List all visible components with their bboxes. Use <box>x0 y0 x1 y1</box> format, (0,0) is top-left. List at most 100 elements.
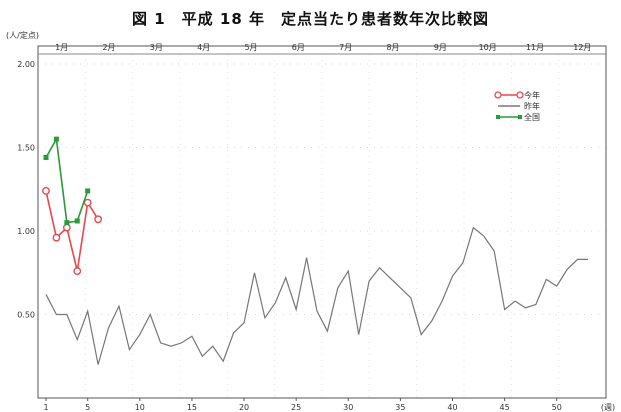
data-point <box>493 250 495 252</box>
data-point <box>420 334 422 336</box>
data-point <box>202 355 204 357</box>
month-label: 12月 <box>573 43 591 52</box>
x-tick-label: 1 <box>43 403 48 412</box>
data-point <box>379 267 381 269</box>
data-point <box>222 360 224 362</box>
series-line-2 <box>45 136 89 224</box>
x-tick-label: 45 <box>500 403 510 412</box>
month-label: 5月 <box>244 43 257 52</box>
legend-label: 昨年 <box>524 101 540 111</box>
data-point <box>546 279 548 281</box>
data-point <box>76 339 78 341</box>
y-tick-label: 1.00 <box>17 227 35 236</box>
x-tick-label: 5 <box>85 403 90 412</box>
x-unit-label: (週) <box>601 403 615 412</box>
data-point <box>97 364 99 366</box>
data-point <box>170 345 172 347</box>
data-point <box>452 275 454 277</box>
data-point <box>525 307 527 309</box>
y-axis-label: (人/定点) <box>6 30 39 40</box>
data-point <box>42 187 50 195</box>
data-point <box>389 277 391 279</box>
legend-label: 全国 <box>524 112 540 122</box>
legend-label: 今年 <box>524 90 540 100</box>
data-point <box>358 334 360 336</box>
series-line-1 <box>45 226 588 365</box>
legend-marker <box>516 91 524 99</box>
data-point <box>62 223 71 232</box>
x-tick-label: 40 <box>447 403 457 412</box>
data-point <box>64 220 70 226</box>
data-point <box>316 310 318 312</box>
plot-frame <box>37 45 607 399</box>
x-tick-label: 10 <box>135 403 145 412</box>
data-point <box>514 300 516 302</box>
x-tick-label: 30 <box>343 403 353 412</box>
data-point <box>566 269 568 271</box>
month-label: 4月 <box>197 43 210 52</box>
month-label: 2月 <box>102 43 115 52</box>
data-point <box>85 188 91 194</box>
data-point <box>306 257 308 259</box>
data-point <box>587 259 589 261</box>
data-point <box>149 314 151 316</box>
data-point <box>212 345 214 347</box>
data-point <box>285 277 287 279</box>
month-label: 6月 <box>292 43 305 52</box>
data-point <box>83 198 92 207</box>
data-point <box>504 309 506 311</box>
month-label: 3月 <box>150 43 163 52</box>
data-point <box>74 218 80 224</box>
data-point <box>431 320 433 322</box>
data-point <box>347 270 349 272</box>
data-point <box>139 334 141 336</box>
data-point <box>191 335 193 337</box>
data-point <box>94 215 103 224</box>
x-tick-label: 20 <box>239 403 249 412</box>
data-point <box>327 330 329 332</box>
data-point <box>254 272 256 274</box>
legend-marker <box>496 115 500 119</box>
data-point <box>56 314 58 316</box>
month-label: 1月 <box>55 43 68 52</box>
legend-marker <box>518 115 522 119</box>
data-point <box>275 302 277 304</box>
y-tick-label: 2.00 <box>17 60 35 69</box>
month-label: 11月 <box>526 43 544 52</box>
month-label: 10月 <box>479 43 497 52</box>
data-point <box>400 287 402 289</box>
month-label: 9月 <box>434 43 447 52</box>
data-point <box>295 309 297 311</box>
x-tick-label: 15 <box>187 403 197 412</box>
data-point <box>52 233 61 242</box>
data-point <box>118 305 120 307</box>
data-point <box>473 227 475 229</box>
data-point <box>45 294 47 296</box>
data-point <box>73 267 82 275</box>
data-point <box>66 314 68 316</box>
data-point <box>53 136 59 142</box>
data-point <box>233 332 235 334</box>
data-point <box>483 235 485 237</box>
x-tick-label: 50 <box>552 403 562 412</box>
data-point <box>243 322 245 324</box>
y-tick-label: 0.50 <box>17 311 35 320</box>
x-tick-label: 25 <box>291 403 301 412</box>
data-point <box>87 310 89 312</box>
data-point <box>337 287 339 289</box>
data-point <box>441 300 443 302</box>
data-point <box>181 342 183 344</box>
data-point <box>535 304 537 306</box>
x-tick-label: 35 <box>395 403 405 412</box>
data-point <box>43 155 49 161</box>
data-point <box>577 259 579 261</box>
legend-marker <box>494 91 502 99</box>
data-point <box>264 317 266 319</box>
data-point <box>160 342 162 344</box>
month-label: 7月 <box>339 43 352 52</box>
data-point <box>410 297 412 299</box>
data-point <box>462 262 464 264</box>
data-point <box>129 349 131 351</box>
y-tick-label: 1.50 <box>17 144 35 153</box>
